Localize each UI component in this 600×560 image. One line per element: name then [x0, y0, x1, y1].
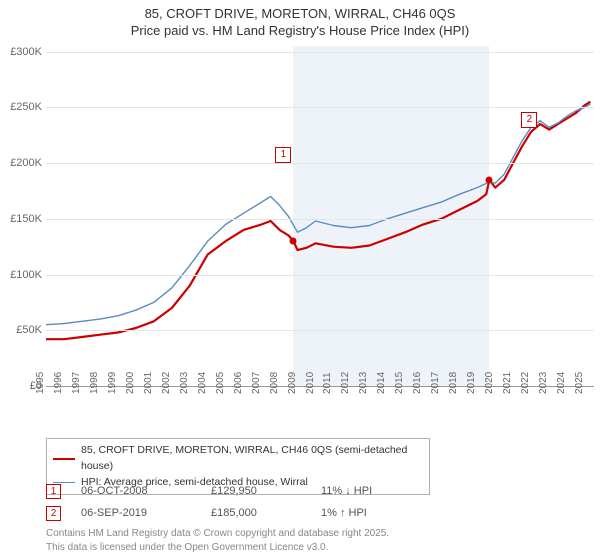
x-tick-label: 2006 [233, 372, 244, 394]
x-tick-label: 2019 [466, 372, 477, 394]
legend-item: 85, CROFT DRIVE, MORETON, WIRRAL, CH46 0… [53, 443, 423, 475]
footer-line-1: Contains HM Land Registry data © Crown c… [46, 527, 389, 541]
sale-delta: 11% ↓ HPI [321, 485, 441, 497]
sale-marker-2: 2 [521, 112, 537, 128]
x-tick-label: 2017 [430, 372, 441, 394]
y-tick-label: £200K [6, 157, 42, 169]
y-tick-label: £50K [6, 324, 42, 336]
chart-area: £0£50K£100K£150K£200K£250K£300K 12 19951… [6, 46, 594, 406]
x-tick-label: 2016 [412, 372, 423, 394]
x-tick-label: 1997 [71, 372, 82, 394]
x-tick-label: 2007 [250, 372, 261, 394]
gridline [46, 275, 594, 276]
x-tick-label: 2004 [197, 372, 208, 394]
sale-marker-ref: 2 [46, 506, 61, 521]
x-tick-label: 2012 [340, 372, 351, 394]
plot-area: 12 [46, 46, 594, 387]
legend-label: 85, CROFT DRIVE, MORETON, WIRRAL, CH46 0… [81, 443, 423, 475]
gridline [46, 52, 594, 53]
line-layer [46, 46, 594, 386]
sale-marker-1: 1 [275, 147, 291, 163]
x-tick-label: 2002 [161, 372, 172, 394]
x-tick-label: 2022 [520, 372, 531, 394]
sale-dot [486, 176, 493, 183]
title-line-2: Price paid vs. HM Land Registry's House … [0, 23, 600, 40]
chart-container: 85, CROFT DRIVE, MORETON, WIRRAL, CH46 0… [0, 0, 600, 560]
x-tick-label: 2020 [484, 372, 495, 394]
attribution-footer: Contains HM Land Registry data © Crown c… [46, 527, 389, 554]
x-tick-label: 2013 [358, 372, 369, 394]
y-tick-label: £300K [6, 46, 42, 58]
x-tick-label: 2010 [304, 372, 315, 394]
gridline [46, 330, 594, 331]
x-tick-label: 2005 [215, 372, 226, 394]
sale-price: £185,000 [211, 507, 321, 519]
gridline [46, 219, 594, 220]
gridline [46, 163, 594, 164]
sale-dot [290, 238, 297, 245]
sale-date: 06-OCT-2008 [81, 485, 211, 497]
x-tick-label: 1999 [107, 372, 118, 394]
x-tick-label: 1995 [35, 372, 46, 394]
x-tick-label: 2011 [323, 372, 334, 394]
sale-price: £129,950 [211, 485, 321, 497]
sale-row: 2 06-SEP-2019£185,0001% ↑ HPI [46, 502, 586, 524]
legend-swatch [53, 458, 75, 460]
x-tick-label: 2001 [143, 372, 154, 394]
x-tick-label: 2015 [394, 372, 405, 394]
x-tick-label: 2008 [268, 372, 279, 394]
x-tick-label: 2009 [286, 372, 297, 394]
sale-list: 1 06-OCT-2008£129,95011% ↓ HPI 2 06-SEP-201… [46, 480, 586, 524]
chart-title: 85, CROFT DRIVE, MORETON, WIRRAL, CH46 0… [0, 0, 600, 40]
series-price_paid [46, 102, 590, 340]
x-tick-label: 2014 [376, 372, 387, 394]
x-tick-label: 2024 [556, 372, 567, 394]
sale-date: 06-SEP-2019 [81, 507, 211, 519]
x-tick-label: 1998 [89, 372, 100, 394]
sale-row: 1 06-OCT-2008£129,95011% ↓ HPI [46, 480, 586, 502]
x-tick-label: 2021 [502, 372, 513, 394]
x-tick-label: 2025 [574, 372, 585, 394]
x-tick-label: 2023 [538, 372, 549, 394]
gridline [46, 107, 594, 108]
x-tick-label: 2018 [448, 372, 459, 394]
footer-line-2: This data is licensed under the Open Gov… [46, 541, 389, 555]
series-hpi [46, 104, 590, 325]
y-tick-label: £100K [6, 269, 42, 281]
x-tick-label: 1996 [53, 372, 64, 394]
y-tick-label: £250K [6, 101, 42, 113]
title-line-1: 85, CROFT DRIVE, MORETON, WIRRAL, CH46 0… [0, 6, 600, 23]
sale-delta: 1% ↑ HPI [321, 507, 441, 519]
x-tick-label: 2003 [179, 372, 190, 394]
sale-marker-ref: 1 [46, 484, 61, 499]
y-tick-label: £150K [6, 213, 42, 225]
x-tick-label: 2000 [125, 372, 136, 394]
